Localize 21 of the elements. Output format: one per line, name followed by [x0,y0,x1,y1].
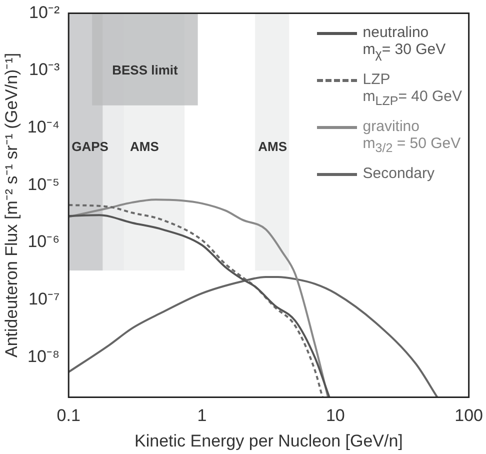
y-tick-label: 10⁻⁷ [28,290,60,308]
y-tick-label: 10⁻⁶ [28,232,60,252]
x-tick-label: 10 [326,406,345,426]
band-label: AMS [130,139,160,154]
legend-label: Secondary [362,165,434,182]
y-tick-label: 10⁻⁸ [28,346,60,366]
band-label: BESS limit [112,62,178,78]
y-tick-label: 10⁻⁵ [28,174,60,194]
x-tick-label: 1 [197,406,207,426]
x-tick-label: 100 [454,406,484,426]
legend-label: gravitino m$_{3/2}$ = 50 GeV [362,118,461,157]
x-tick-label: 0.1 [56,406,80,426]
x-axis-title: Kinetic Energy per Nucleon [GeV/n] [134,431,403,450]
legend-label: neutralino m$_{χ}$= 30 GeV [362,24,446,63]
band-label: GAPS [72,139,109,154]
band-label: AMS [258,139,288,154]
legend-label: LZP m$_{LZP}$= 40 GeV [362,71,462,110]
y-tick-label: 10⁻⁴ [27,118,60,137]
y-axis-title: Antideuteron Flux [m⁻² s⁻¹ sr⁻¹ (GeV/n)⁻¹] [2,52,21,358]
y-tick-label: 10⁻³ [29,60,60,80]
y-tick-label: 10⁻² [29,2,60,22]
